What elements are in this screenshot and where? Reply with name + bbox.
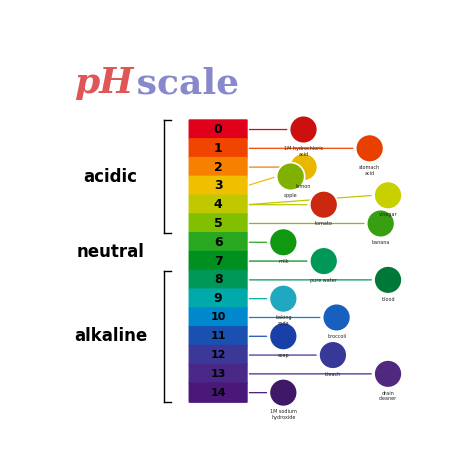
Text: stomach
acid: stomach acid [359, 165, 380, 176]
Text: banana: banana [372, 240, 390, 245]
Circle shape [269, 285, 297, 312]
Text: 7: 7 [214, 255, 222, 268]
Circle shape [269, 228, 297, 256]
Text: alkaline: alkaline [74, 327, 147, 345]
Text: baking
soda: baking soda [275, 316, 292, 326]
FancyBboxPatch shape [189, 270, 248, 290]
FancyBboxPatch shape [189, 138, 248, 158]
FancyBboxPatch shape [189, 176, 248, 196]
FancyBboxPatch shape [189, 194, 248, 215]
FancyBboxPatch shape [189, 345, 248, 365]
Text: tomato: tomato [315, 221, 333, 227]
Text: pure water: pure water [310, 278, 337, 283]
Circle shape [356, 135, 383, 162]
Text: lemon: lemon [296, 184, 311, 189]
Circle shape [374, 182, 402, 209]
FancyBboxPatch shape [189, 289, 248, 309]
Text: 11: 11 [210, 331, 226, 341]
Text: broccoli: broccoli [327, 334, 346, 339]
Circle shape [319, 341, 347, 369]
Text: scale: scale [124, 66, 239, 100]
Circle shape [310, 191, 337, 219]
Text: 4: 4 [214, 198, 222, 211]
Text: bleach: bleach [325, 372, 341, 377]
Text: 10: 10 [210, 312, 226, 322]
Text: 1M sodium
hydroxide: 1M sodium hydroxide [270, 410, 297, 420]
Text: 6: 6 [214, 236, 222, 249]
Text: blood: blood [381, 297, 395, 301]
Text: 8: 8 [214, 273, 222, 286]
Text: vinegar: vinegar [379, 212, 397, 217]
FancyBboxPatch shape [189, 157, 248, 177]
FancyBboxPatch shape [189, 213, 248, 234]
Circle shape [374, 266, 402, 294]
Circle shape [269, 379, 297, 407]
Text: pH: pH [74, 66, 133, 100]
Circle shape [310, 247, 337, 275]
Circle shape [290, 116, 318, 143]
Text: 12: 12 [210, 350, 226, 360]
FancyBboxPatch shape [189, 364, 248, 384]
Text: acidic: acidic [84, 167, 137, 185]
FancyBboxPatch shape [189, 383, 248, 403]
Circle shape [290, 153, 318, 181]
FancyBboxPatch shape [189, 326, 248, 346]
Circle shape [367, 210, 395, 237]
Text: apple: apple [284, 193, 298, 198]
FancyBboxPatch shape [189, 307, 248, 328]
Circle shape [374, 360, 402, 388]
Text: 9: 9 [214, 292, 222, 305]
Text: drain
cleaner: drain cleaner [379, 391, 397, 401]
Text: 5: 5 [214, 217, 222, 230]
FancyBboxPatch shape [189, 232, 248, 253]
Text: neutral: neutral [77, 243, 145, 261]
Text: 1: 1 [214, 142, 222, 155]
Text: 13: 13 [210, 369, 226, 379]
Text: 2: 2 [214, 161, 222, 173]
Text: soap: soap [277, 353, 289, 358]
FancyBboxPatch shape [189, 119, 248, 140]
Text: 1M hydrochloric
acid: 1M hydrochloric acid [284, 146, 323, 157]
Text: 14: 14 [210, 388, 226, 398]
Text: 0: 0 [214, 123, 222, 136]
Circle shape [323, 304, 351, 331]
FancyBboxPatch shape [189, 251, 248, 271]
Circle shape [277, 163, 305, 191]
Circle shape [269, 322, 297, 350]
Text: milk: milk [278, 259, 289, 264]
Text: 3: 3 [214, 179, 222, 192]
